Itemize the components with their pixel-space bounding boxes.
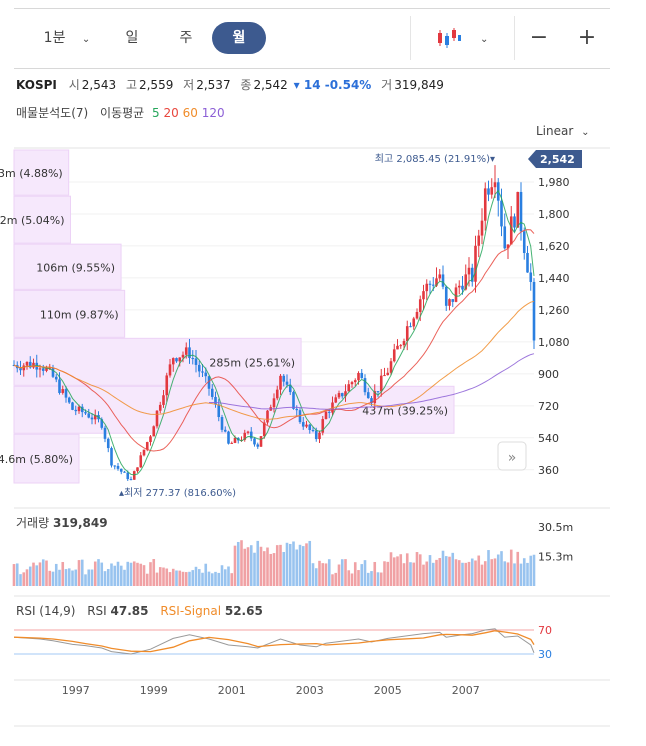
chevron-down-icon: ⌄ <box>480 34 489 45</box>
zoom-out-button[interactable]: − <box>529 25 549 50</box>
rsi-signal-value: 52.65 <box>224 604 263 618</box>
volume-label: 거 <box>381 78 393 92</box>
ohlc-summary: KOSPI 시 2,543 고 2,559 저 2,537 종 2,542 ▾ 14 -… <box>16 76 446 93</box>
indicator-legend: 매물분석도(7) 이동평균 5 20 60 120 <box>16 104 225 121</box>
chevron-down-icon: ⌄ <box>581 127 590 138</box>
toolbar-divider <box>410 16 411 60</box>
volume-panel-value: 319,849 <box>52 516 108 530</box>
volume-panel-label: 거래량 <box>16 516 50 530</box>
high-value: 2,559 <box>138 78 174 92</box>
ma-20: 20 <box>163 106 179 120</box>
low-value: 2,537 <box>196 78 231 92</box>
ma-5: 5 <box>152 106 160 120</box>
index-name: KOSPI <box>16 78 57 92</box>
toolbar-bottom-border <box>14 68 610 69</box>
tab-minute[interactable]: 1분 ⌄ <box>32 22 102 54</box>
zoom-in-button[interactable]: + <box>577 25 597 50</box>
low-label: 저 <box>183 78 195 92</box>
open-label: 시 <box>68 78 80 92</box>
toolbar: 1분 ⌄ 일 주 월 ⌄ − + <box>14 8 610 68</box>
ma-60: 60 <box>182 106 198 120</box>
volume-profile-toggle[interactable]: 매물분석도(7) <box>16 106 89 120</box>
close-value: 2,542 <box>253 78 288 92</box>
open-value: 2,543 <box>81 78 117 92</box>
rsi-label: RSI <box>87 604 107 618</box>
ma-label[interactable]: 이동평균 <box>100 106 145 120</box>
toolbar-divider <box>514 16 515 60</box>
scale-mode-select[interactable]: Linear ⌄ <box>536 124 590 138</box>
top-border <box>14 8 610 9</box>
rsi-value: 47.85 <box>110 604 149 618</box>
rsi-legend: RSI (14,9) RSI 47.85 RSI-Signal 52.65 <box>16 604 263 618</box>
candlestick-icon <box>437 28 461 48</box>
chart-type-button[interactable]: ⌄ <box>426 22 498 54</box>
tab-month[interactable]: 월 <box>212 22 266 54</box>
tab-minute-label: 1분 <box>43 30 66 46</box>
volume-value: 319,849 <box>394 78 444 92</box>
tab-day[interactable]: 일 <box>125 30 139 46</box>
scale-mode-label: Linear <box>536 124 574 138</box>
chevron-down-icon: ⌄ <box>81 34 91 45</box>
high-label: 고 <box>125 78 137 92</box>
tab-week[interactable]: 주 <box>179 30 193 46</box>
volume-legend: 거래량 319,849 <box>16 514 108 531</box>
close-label: 종 <box>240 78 252 92</box>
chart-widget: 1분 ⌄ 일 주 월 ⌄ − + <box>14 8 610 728</box>
rsi-signal-label: RSI-Signal <box>160 604 222 618</box>
change-value: ▾ 14 -0.54% <box>293 78 372 92</box>
ma-120: 120 <box>201 106 225 120</box>
rsi-settings-label: RSI (14,9) <box>16 604 76 618</box>
